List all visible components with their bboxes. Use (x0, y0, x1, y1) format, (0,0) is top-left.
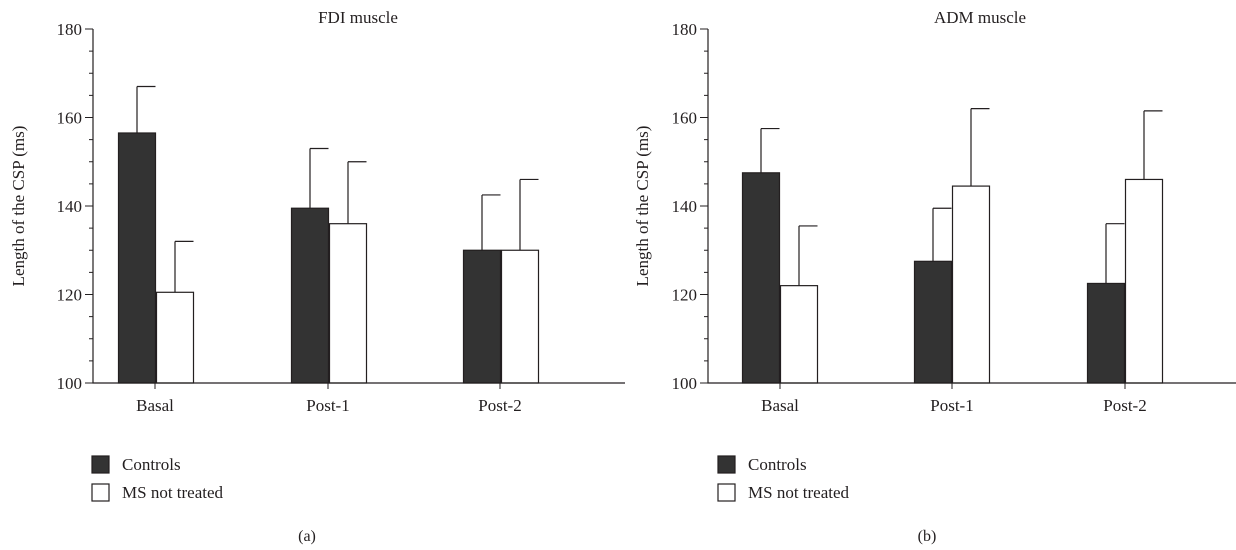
bar-controls-post-2 (1086, 282, 1126, 384)
y-axis-label: Length of the CSP (ms) (9, 126, 28, 287)
legend-swatch-controls (717, 455, 736, 474)
bar-ms-not-treated-post-2 (500, 249, 540, 384)
bars (117, 132, 540, 384)
legend-item-controls: Controls (91, 455, 181, 474)
error-bar-controls-post-2 (1105, 223, 1125, 284)
legend-swatch-ms-not-treated (717, 483, 736, 502)
error-bar-controls-basal (760, 127, 780, 173)
panel-b-adm: ADM muscle Length of the CSP (ms) 100 120… (633, 8, 1236, 545)
y-tick-label: 160 (672, 109, 698, 128)
bar-controls-post-2 (462, 249, 502, 384)
panel-label: (a) (298, 528, 316, 545)
y-tick-label: 120 (672, 286, 698, 305)
y-tick-label: 100 (57, 374, 83, 393)
bar-controls-post-1 (913, 260, 953, 384)
legend-label-controls: Controls (122, 455, 181, 474)
x-tick-label: Basal (136, 396, 174, 415)
bar-controls-basal (741, 172, 781, 384)
legend: Controls MS not treated (717, 455, 850, 502)
error-bar-ms-not-treated-post-2 (519, 178, 539, 251)
legend-label-controls: Controls (748, 455, 807, 474)
legend-label-ms-not-treated: MS not treated (748, 483, 850, 502)
y-axis-label: Length of the CSP (ms) (633, 126, 652, 287)
bar-ms-not-treated-basal (779, 285, 819, 384)
bar-controls-post-1 (290, 207, 330, 384)
panel-label: (b) (918, 528, 937, 545)
x-tick-labels: Basal Post-1 Post-2 (761, 383, 1147, 415)
x-tick-label: Post-1 (306, 396, 349, 415)
error-bar-controls-basal (136, 85, 156, 133)
x-tick-label: Post-2 (478, 396, 521, 415)
error-bar-ms-not-treated-post-1 (970, 108, 990, 187)
legend-swatch-controls (91, 455, 110, 474)
x-tick-labels: Basal Post-1 Post-2 (136, 383, 522, 415)
axes (707, 29, 1236, 384)
legend: Controls MS not treated (91, 455, 224, 502)
bar-ms-not-treated-post-2 (1124, 178, 1164, 384)
error-bar-ms-not-treated-basal (798, 225, 818, 286)
bars (741, 172, 1164, 384)
bar-ms-not-treated-post-1 (951, 185, 991, 384)
panel-a-fdi: FDI muscle Length of the CSP (ms) 100 120… (9, 8, 625, 545)
legend-item-ms-not-treated: MS not treated (717, 483, 850, 502)
y-tick-label: 160 (57, 109, 83, 128)
error-bar-controls-post-1 (932, 207, 952, 262)
error-bars (136, 85, 539, 293)
error-bar-controls-post-1 (309, 147, 329, 209)
bar-ms-not-treated-basal (155, 291, 195, 384)
legend-item-ms-not-treated: MS not treated (91, 483, 224, 502)
y-tick-label: 140 (57, 197, 83, 216)
bar-ms-not-treated-post-1 (328, 223, 368, 384)
y-ticks: 100 120 140 160 180 (672, 20, 708, 393)
legend-swatch-ms-not-treated (91, 483, 110, 502)
error-bar-controls-post-2 (481, 194, 501, 251)
error-bar-ms-not-treated-post-2 (1143, 110, 1163, 180)
chart-title: ADM muscle (934, 8, 1026, 27)
y-tick-label: 180 (57, 20, 83, 39)
y-tick-label: 180 (672, 20, 698, 39)
y-tick-label: 120 (57, 286, 83, 305)
error-bar-ms-not-treated-post-1 (347, 161, 367, 224)
error-bars (760, 108, 1163, 286)
bar-controls-basal (117, 132, 157, 384)
error-bar-ms-not-treated-basal (174, 240, 194, 293)
legend-label-ms-not-treated: MS not treated (122, 483, 224, 502)
legend-item-controls: Controls (717, 455, 807, 474)
y-tick-label: 100 (672, 374, 698, 393)
chart-title: FDI muscle (318, 8, 398, 27)
axes (92, 29, 625, 384)
y-ticks: 100 120 140 160 180 (57, 20, 93, 393)
x-tick-label: Post-1 (930, 396, 973, 415)
y-tick-label: 140 (672, 197, 698, 216)
x-tick-label: Basal (761, 396, 799, 415)
x-tick-label: Post-2 (1103, 396, 1146, 415)
